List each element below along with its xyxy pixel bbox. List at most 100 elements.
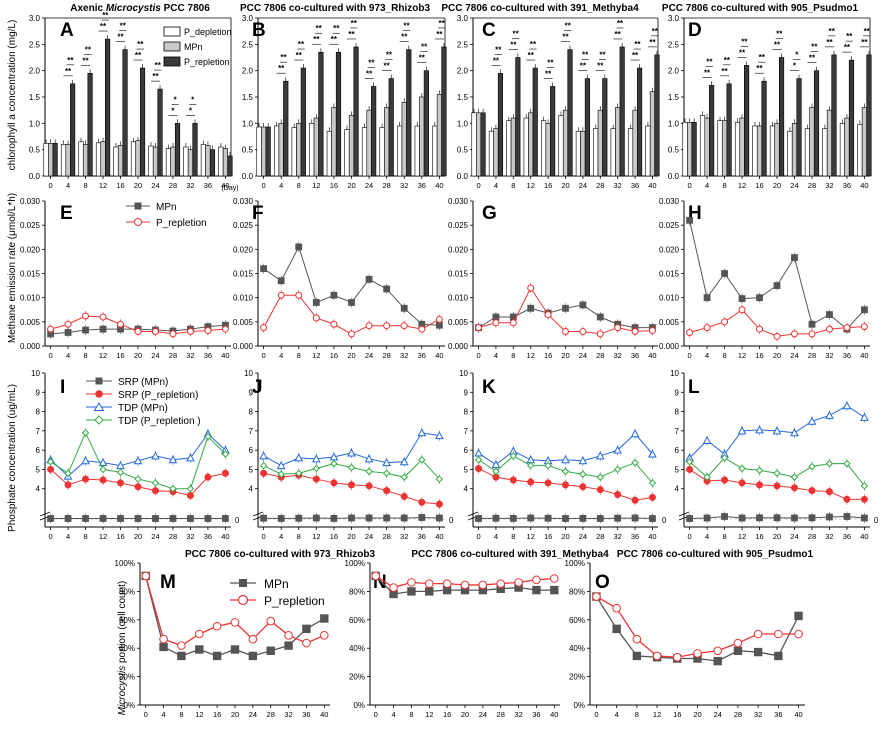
point-srp-mpn-day28: [169, 515, 177, 522]
y-tick-label: 9: [464, 388, 469, 397]
x-tick-label: 8: [83, 181, 87, 190]
x-tick-label: 12: [738, 181, 746, 190]
x-tick-label: 8: [297, 181, 301, 190]
y-tick-label: 9: [675, 388, 680, 397]
point-p-repletion-day4: [703, 324, 711, 332]
bar-p-depletion-day24: [575, 130, 581, 177]
axis-break-zero-label: 0: [235, 516, 240, 525]
x-tick-label: 4: [705, 351, 709, 360]
point-srp-p-repletion-day20: [134, 483, 142, 491]
point-mpn-day28: [383, 285, 391, 293]
point-mpn-day36: [774, 651, 783, 661]
point-srp-mpn-day0: [686, 515, 693, 522]
x-tick-label: 24: [579, 351, 587, 360]
chart-panel-b: 0.0 0.5 1.0 1.5 2.0 2.5 3.0 0 4 8 12 16 20 24 28 32 36 40…: [242, 14, 447, 190]
point-tdp-mpn-day20: [772, 426, 782, 435]
y-tick-label: 0.025: [448, 221, 469, 230]
x-tick-label: 4: [279, 351, 283, 360]
point-mpn-day0: [686, 216, 693, 224]
point-p-repletion-day4: [389, 583, 398, 592]
point-p-repletion-day8: [177, 641, 186, 650]
x-tick-label: 32: [186, 351, 194, 360]
bar-mpn-day4: [704, 117, 710, 177]
point-mpn-day28: [733, 646, 743, 655]
point-tdp-mpn-day24: [790, 428, 799, 437]
y-tick-label: 0.000: [448, 342, 469, 351]
point-mpn-day12: [312, 299, 320, 306]
point-tdp-mpn-day20: [133, 456, 143, 465]
point-p-repletion-day16: [544, 311, 552, 319]
point-p-repletion-day36: [532, 575, 541, 585]
bar-mpn-day12: [100, 141, 106, 177]
y-tick-label: 20%: [119, 673, 135, 682]
x-tick-label: 36: [631, 181, 639, 190]
significance-label: **: [316, 24, 323, 33]
y-tick-label: 6: [675, 446, 680, 455]
point-tdp-p-repletion-day0: [46, 458, 55, 466]
legend-label-portion-mpn: MPn: [264, 577, 289, 591]
x-tick-label: 20: [773, 351, 781, 360]
legend-label-mpn: MPn: [184, 42, 203, 52]
y-tick-label: 0.5: [668, 146, 680, 155]
x-tick-label: 12: [738, 532, 746, 541]
point-srp-p-repletion-day32: [614, 491, 622, 498]
point-p-repletion-day20: [773, 332, 781, 340]
point-mpn-day40: [320, 614, 329, 623]
point-tdp-p-repletion-day28: [169, 485, 177, 493]
point-tdp-p-repletion-day16: [330, 459, 338, 468]
y-tick-label: 3.0: [29, 14, 41, 23]
bar-p-repletion-day20: [353, 46, 359, 177]
bar-p-repletion-day16: [335, 51, 342, 177]
bar-p-repletion-day20: [139, 67, 146, 177]
bar-p-depletion-day40: [645, 125, 651, 177]
point-tdp-p-repletion-day16: [544, 461, 552, 470]
y-tick-label: 1.0: [29, 119, 41, 128]
panel-n-title: PCC 7806 co-cultured with 391_Methyba4: [411, 549, 609, 560]
y-tick-label: 7: [249, 427, 254, 436]
significance-label: **: [120, 22, 127, 31]
point-p-repletion-day20: [230, 618, 240, 627]
x-tick-label: 8: [179, 710, 183, 719]
point-srp-p-repletion-day8: [509, 476, 517, 484]
legend-label-srp-mpn: SRP (MPn): [118, 377, 168, 388]
point-tdp-p-repletion-day16: [116, 468, 125, 477]
significance-label: **: [65, 67, 72, 76]
significance-label: **: [82, 56, 89, 65]
legend-swatch-depletion: [163, 26, 181, 37]
point-p-repletion-day36: [204, 327, 212, 335]
x-tick-label: 12: [195, 710, 203, 719]
bar-mpn-day20: [348, 115, 355, 177]
legend-marker-mpn: [134, 202, 142, 210]
significance-label: **: [67, 56, 74, 65]
bar-p-depletion-day36: [839, 123, 845, 177]
x-tick-label: 8: [83, 351, 87, 360]
x-tick-label: 36: [302, 710, 310, 719]
bar-mpn-day8: [510, 117, 516, 177]
significance-label: **: [419, 54, 426, 63]
y-tick-label: 0.015: [659, 270, 680, 279]
x-tick-label: 36: [843, 181, 851, 190]
point-p-repletion-day16: [442, 579, 452, 588]
point-srp-p-repletion-day40: [860, 495, 868, 503]
bar-mpn-day28: [384, 107, 390, 177]
y-tick-label: 1.0: [242, 119, 254, 128]
point-mpn-day36: [532, 585, 541, 595]
bar-mpn-day0: [261, 126, 267, 177]
x-tick-label: 4: [279, 181, 283, 190]
legend-label-methane-mpn: MPn: [156, 202, 177, 213]
point-mpn-day8: [177, 651, 186, 661]
significance-label: **: [436, 30, 443, 39]
x-tick-label: 0: [374, 710, 378, 719]
x-tick-label: 0: [48, 532, 52, 541]
point-tdp-p-repletion-day16: [755, 466, 764, 475]
bar-p-depletion-day16: [752, 125, 758, 177]
point-srp-mpn-day24: [791, 514, 798, 522]
significance-label: **: [632, 51, 639, 60]
x-tick-label: 12: [738, 351, 746, 360]
bar-p-repletion-day32: [192, 123, 198, 177]
point-mpn-day12: [425, 587, 434, 596]
point-tdp-mpn-day32: [613, 445, 623, 454]
point-p-repletion-day8: [632, 634, 642, 644]
x-tick-label: 24: [579, 532, 587, 541]
